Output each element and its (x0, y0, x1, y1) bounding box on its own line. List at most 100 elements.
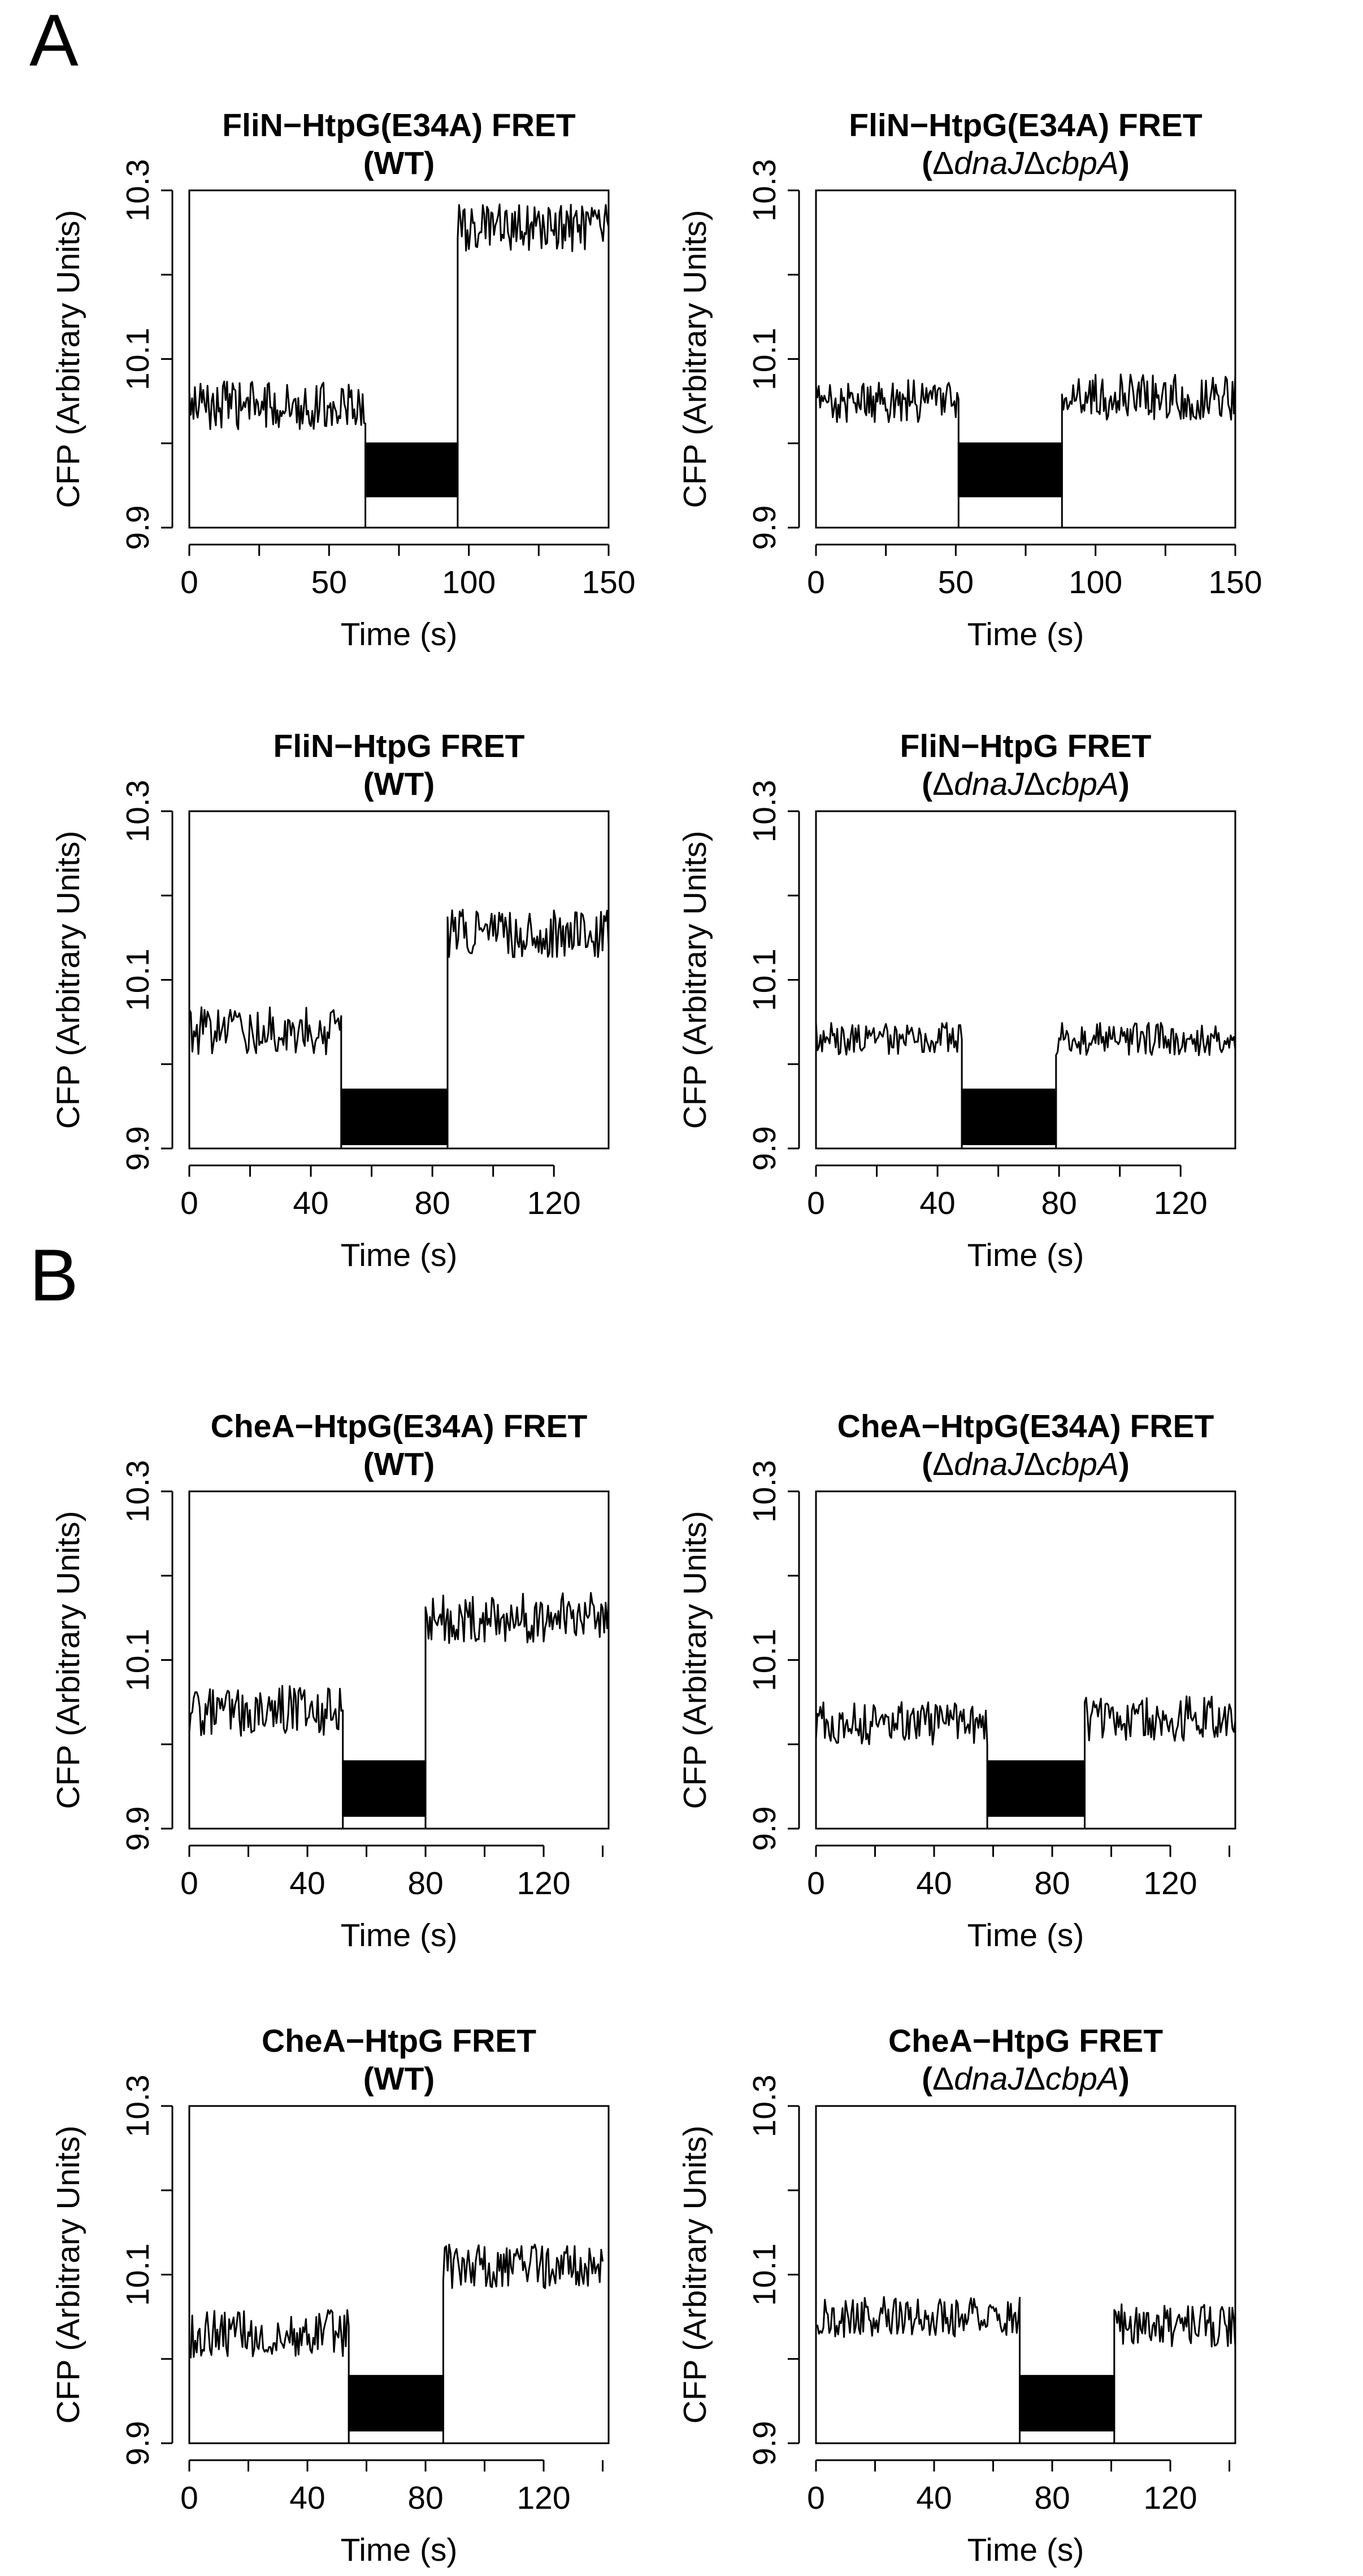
stimulus-bar (1019, 2375, 1115, 2432)
plot-subtitle-part: cbpA (1045, 145, 1119, 181)
x-tick-label: 150 (581, 564, 635, 601)
y-tick-label: 10.1 (746, 2243, 783, 2306)
y-tick-label: 9.9 (120, 1126, 156, 1170)
stimulus-bar (340, 1089, 449, 1146)
y-tick-label: 10.1 (120, 328, 156, 390)
y-tick-label: 10.1 (746, 948, 783, 1011)
y-tick-label: 10.3 (746, 159, 783, 222)
x-tick-label: 0 (807, 1185, 825, 1221)
data-trace (815, 1695, 1236, 1830)
y-tick-label: 10.1 (746, 328, 783, 390)
y-tick-label: 9.9 (746, 2421, 783, 2465)
x-tick-label: 50 (938, 564, 974, 601)
plot-subtitle-part: Δ (932, 2061, 954, 2097)
plot-subtitle: (WT) (363, 145, 435, 181)
y-axis-label: CFP (Arbitrary Units) (677, 1511, 713, 1809)
plot-title: CheA−HtpG(E34A) FRET (837, 1408, 1214, 1444)
stimulus-bar (986, 1760, 1086, 1817)
plot-subtitle: (ΔdnaJΔcbpA) (922, 2061, 1130, 2097)
plot-subtitle-part: Δ (932, 1446, 954, 1482)
y-tick-label: 10.3 (120, 2075, 156, 2138)
x-tick-label: 50 (311, 564, 347, 601)
plot-subtitle-part: (WT) (363, 766, 435, 802)
x-tick-label: 40 (919, 1185, 955, 1221)
x-axis-label: Time (s) (967, 616, 1084, 652)
data-trace (188, 908, 610, 1150)
plot-subtitle-part: dnaJ (954, 1446, 1024, 1482)
x-tick-label: 150 (1208, 564, 1262, 601)
y-axis-label: CFP (Arbitrary Units) (677, 210, 713, 508)
stimulus-bar (348, 2375, 444, 2432)
data-trace (815, 2296, 1236, 2444)
plot-7: CheA−HtpG FRET(WT) 0 40 80 120 Time (s) 9.9 10.… (50, 2023, 610, 2568)
y-tick-label: 10.3 (120, 780, 156, 843)
plot-subtitle: (WT) (363, 1446, 435, 1482)
y-tick-label: 9.9 (746, 505, 783, 550)
y-axis-label: CFP (Arbitrary Units) (50, 2126, 86, 2424)
x-axis-label: Time (s) (967, 2532, 1084, 2568)
plot-subtitle-part: Δ (1024, 1446, 1045, 1482)
x-tick-label: 120 (1143, 2480, 1197, 2516)
data-trace (188, 203, 610, 529)
x-tick-label: 120 (1143, 1865, 1197, 1901)
plot-subtitle-part: ) (1119, 2061, 1130, 2097)
y-axis-label: CFP (Arbitrary Units) (677, 831, 713, 1129)
plot-title: CheA−HtpG(E34A) FRET (211, 1408, 588, 1444)
x-tick-label: 80 (407, 1865, 443, 1901)
plot-subtitle: (ΔdnaJΔcbpA) (922, 145, 1130, 181)
plot-subtitle-part: Δ (1024, 2061, 1045, 2097)
x-tick-label: 0 (180, 2480, 198, 2516)
stimulus-bar (961, 1089, 1057, 1146)
x-tick-label: 80 (1034, 1865, 1070, 1901)
x-tick-label: 80 (414, 1185, 450, 1221)
plot-subtitle-part: (WT) (363, 2061, 435, 2097)
plot-subtitle-part: dnaJ (954, 2061, 1024, 2097)
plot-1: FliN−HtpG(E34A) FRET(WT) 0 50 100 150 Time (s… (50, 107, 636, 652)
x-axis-label: Time (s) (341, 1237, 458, 1273)
stimulus-bar (957, 442, 1063, 498)
plot-title: FliN−HtpG FRET (274, 728, 525, 764)
plot-subtitle-part: Δ (932, 766, 954, 802)
y-axis-label: CFP (Arbitrary Units) (677, 2126, 713, 2424)
stimulus-bar (342, 1760, 427, 1817)
y-axis-label: CFP (Arbitrary Units) (50, 1511, 86, 1809)
y-tick-label: 10.3 (746, 780, 783, 843)
x-tick-label: 80 (1034, 2480, 1070, 2516)
x-axis-label: Time (s) (967, 1237, 1084, 1273)
plot-subtitle-part: Δ (1024, 766, 1045, 802)
y-tick-label: 9.9 (120, 505, 156, 550)
y-tick-label: 9.9 (120, 1806, 156, 1851)
y-tick-label: 9.9 (746, 1126, 783, 1170)
panel-letter-a: A (29, 0, 79, 81)
data-trace (815, 1022, 1236, 1150)
x-tick-label: 40 (916, 2480, 952, 2516)
y-tick-label: 10.3 (120, 159, 156, 222)
plot-subtitle-part: dnaJ (954, 766, 1024, 802)
y-tick-label: 10.3 (746, 2075, 783, 2138)
x-tick-label: 40 (916, 1865, 952, 1901)
plot-subtitle: (ΔdnaJΔcbpA) (922, 1446, 1130, 1482)
x-tick-label: 80 (407, 2480, 443, 2516)
y-tick-label: 10.3 (746, 1460, 783, 1523)
y-tick-label: 10.1 (120, 1629, 156, 1691)
plot-title: FliN−HtpG FRET (900, 728, 1152, 764)
plot-subtitle-part: dnaJ (954, 145, 1024, 181)
plot-subtitle-part: ( (922, 1446, 932, 1482)
x-tick-label: 120 (516, 2480, 570, 2516)
data-trace (188, 1592, 610, 1830)
plot-subtitle-part: Δ (932, 145, 954, 181)
plot-subtitle-part: ) (1119, 766, 1130, 802)
y-tick-label: 9.9 (746, 1806, 783, 1851)
plot-title: FliN−HtpG(E34A) FRET (849, 107, 1203, 143)
y-tick-label: 10.3 (120, 1460, 156, 1523)
x-tick-label: 0 (807, 1865, 825, 1901)
y-tick-label: 10.1 (120, 2243, 156, 2306)
plot-subtitle: (ΔdnaJΔcbpA) (922, 766, 1130, 802)
x-tick-label: 120 (527, 1185, 581, 1221)
x-tick-label: 0 (180, 1185, 198, 1221)
plot-subtitle-part: (WT) (363, 1446, 435, 1482)
y-tick-label: 10.1 (746, 1629, 783, 1691)
